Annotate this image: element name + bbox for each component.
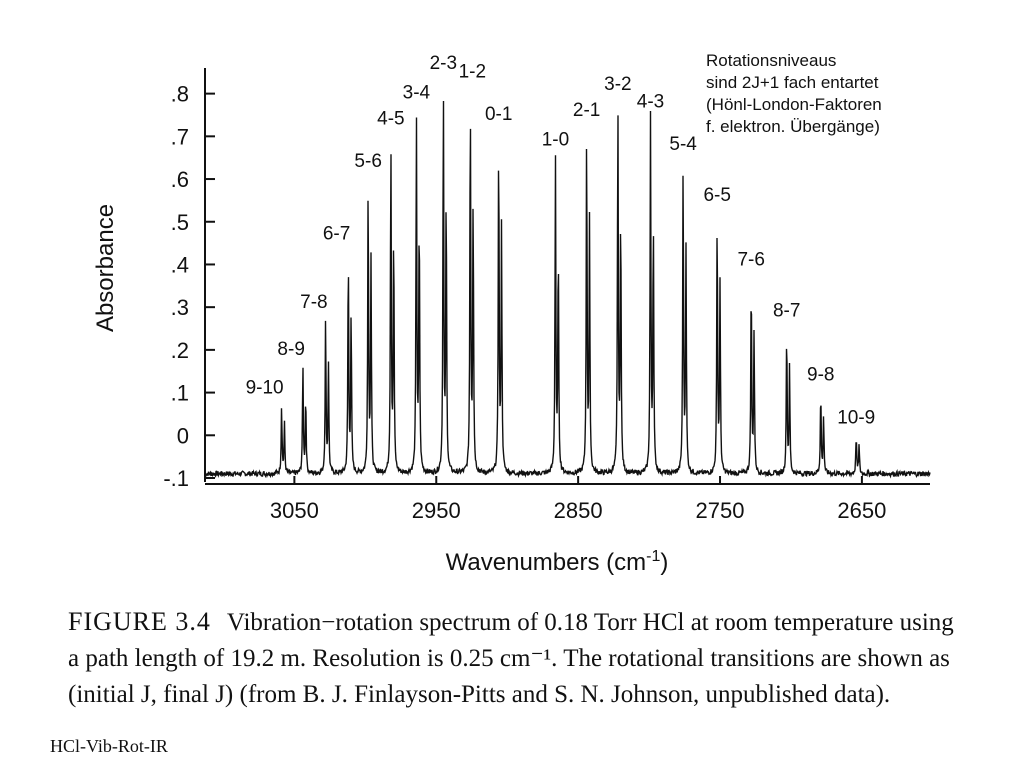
peak-label: 8-9: [277, 339, 304, 360]
y-axis-title: Absorbance: [92, 204, 119, 332]
figure-caption-text: Vibration−rotation spectrum of 0.18 Torr…: [68, 609, 954, 708]
annotation-line: sind 2J+1 fach entartet: [706, 73, 879, 92]
y-tick-label: .1: [171, 381, 189, 406]
x-tick-label: 2750: [696, 498, 745, 523]
annotation-line: Rotationsniveaus: [706, 51, 837, 70]
y-tick-label: .3: [171, 295, 189, 320]
y-axis: .8 .7 .6 .5 .4 .3 .2 .1 0 -.1: [163, 68, 215, 491]
x-tick-label: 2650: [837, 498, 886, 523]
x-tick-label: 2850: [554, 498, 603, 523]
x-axis-title: Wavenumbers (cm-1): [446, 548, 669, 576]
peak-label: 5-6: [354, 151, 381, 172]
figure-caption: FIGURE 3.4 Vibration−rotation spectrum of…: [68, 604, 968, 713]
y-tick-label: .7: [171, 124, 189, 149]
peak-label: 5-4: [669, 134, 697, 155]
y-tick-label: .8: [171, 82, 189, 107]
y-tick-label: -.1: [163, 466, 189, 491]
x-axis: 3050 2950 2850 2750 2650: [205, 476, 930, 523]
peak-label: 2-1: [573, 100, 600, 121]
peak-label: 8-7: [773, 301, 800, 322]
footer-label: HCl-Vib-Rot-IR: [50, 736, 168, 756]
y-tick-label: .6: [171, 167, 189, 192]
peak-label: 7-6: [737, 249, 764, 270]
annotation-line: f. elektron. Übergänge): [706, 117, 880, 136]
y-tick-label: .4: [171, 252, 189, 277]
figure-label: FIGURE 3.4: [68, 607, 211, 636]
peak-labels: 9-10 8-9 7-8 6-7 5-6 4-5 3-4 2-3 1-2 0-1 1-02-13-2…: [246, 53, 876, 428]
peak-label: 4-3: [637, 91, 664, 112]
y-tick-label: .2: [171, 338, 189, 363]
peak-label: 3-4: [403, 83, 431, 104]
peak-label: 6-5: [703, 185, 730, 206]
annotation-line: (Hönl-London-Faktoren: [706, 95, 882, 114]
peak-label: 9-10: [246, 377, 284, 398]
peak-label: 1-2: [459, 61, 486, 82]
peak-label: 1-0: [542, 130, 569, 151]
peak-label: 7-8: [300, 292, 327, 313]
spectrum-chart: .8 .7 .6 .5 .4 .3 .2 .1 0 -.1 3050 2950 2850 2750 265…: [92, 53, 931, 576]
spectrum-line: [204, 100, 931, 479]
annotation-note: Rotationsniveaus sind 2J+1 fach entartet…: [706, 50, 996, 138]
x-tick-label: 2950: [412, 498, 461, 523]
peak-label: 3-2: [604, 74, 631, 95]
peak-label: 4-5: [377, 108, 404, 129]
peak-label: 2-3: [430, 53, 457, 74]
y-tick-label: .5: [171, 210, 189, 235]
peak-label: 0-1: [485, 104, 512, 125]
peak-label: 10-9: [837, 407, 875, 428]
peak-label: 9-8: [807, 365, 834, 386]
x-tick-label: 3050: [270, 498, 319, 523]
y-tick-label: 0: [177, 423, 189, 448]
peak-label: 6-7: [323, 224, 350, 245]
